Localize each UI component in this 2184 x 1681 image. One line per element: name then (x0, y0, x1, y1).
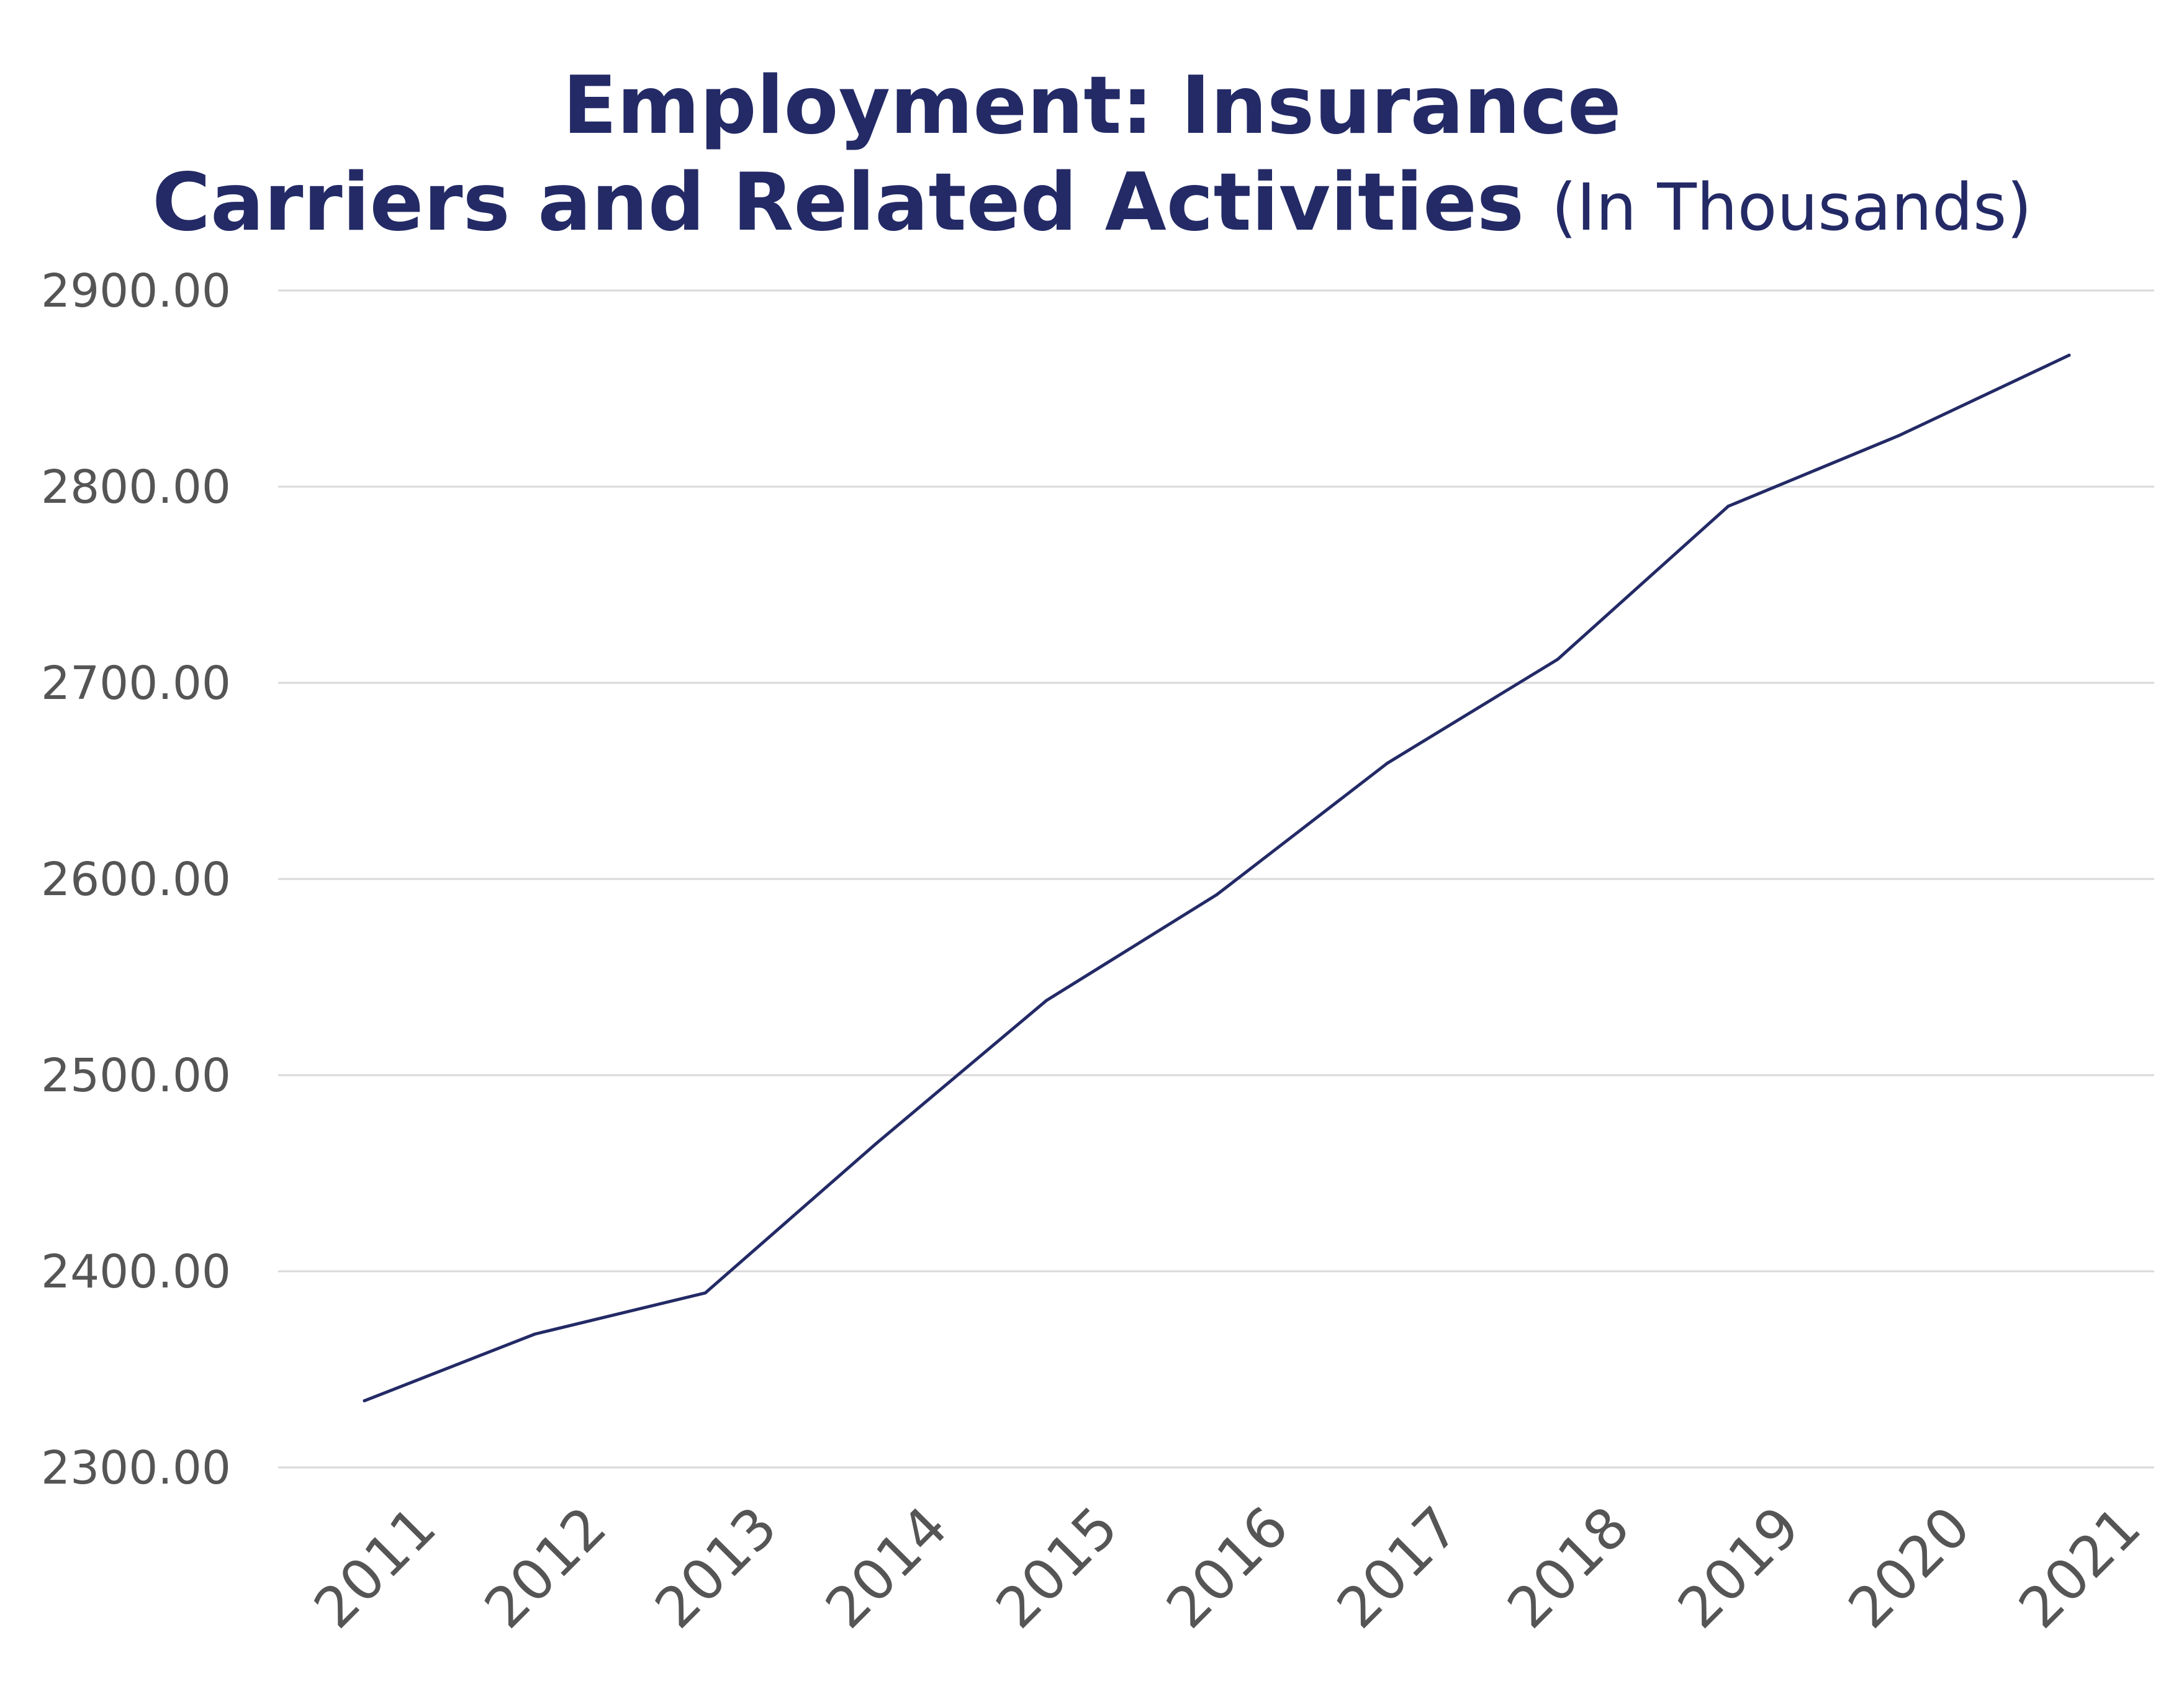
chart-title-main: Carriers and Related Activities (152, 156, 1524, 249)
series (363, 353, 2071, 1403)
data-point-2014 (874, 1142, 878, 1146)
x-tick-label-2011: 2011 (302, 1494, 448, 1641)
y-tick-label-4: 2700.00 (41, 657, 231, 710)
chart-title-line1: Employment: Insurance (562, 60, 1621, 152)
x-tick-label-2016: 2016 (1154, 1494, 1301, 1641)
data-point-2012 (533, 1332, 537, 1336)
y-axis-ticks: 2300.00 2400.00 2500.00 2600.00 2700.00 2800.… (41, 264, 231, 1495)
x-tick-label-2017: 2017 (1325, 1494, 1471, 1641)
x-tick-label-2015: 2015 (984, 1494, 1130, 1641)
y-tick-label-2: 2500.00 (41, 1049, 231, 1102)
x-tick-label-2012: 2012 (472, 1494, 619, 1641)
data-point-2020 (1897, 434, 1900, 438)
y-tick-label-5: 2800.00 (41, 461, 231, 514)
x-tick-label-2014: 2014 (813, 1494, 960, 1641)
data-point-2015 (1044, 999, 1048, 1003)
series-line-0 (363, 353, 2071, 1403)
x-tick-label-2021: 2021 (2006, 1494, 2153, 1641)
data-point-2017 (1386, 762, 1389, 765)
chart-title-unit: (In Thousands) (1551, 169, 2032, 245)
gridlines (278, 289, 2154, 1469)
chart-title-line2: Carriers and Related Activities (In Thou… (152, 156, 2032, 249)
y-tick-label-0: 2300.00 (41, 1441, 231, 1495)
data-point-2011 (363, 1399, 366, 1403)
data-point-2016 (1215, 893, 1219, 896)
x-tick-label-2020: 2020 (1836, 1494, 1983, 1641)
data-point-2018 (1556, 657, 1559, 661)
data-point-2019 (1726, 505, 1730, 508)
data-point-2021 (2067, 353, 2071, 357)
y-tick-label-1: 2400.00 (41, 1245, 231, 1299)
y-tick-label-6: 2900.00 (41, 264, 231, 318)
x-tick-label-2019: 2019 (1666, 1494, 1812, 1641)
x-tick-label-2013: 2013 (643, 1494, 790, 1641)
data-point-2013 (703, 1291, 707, 1295)
x-axis-ticks: 2011 2012 2013 2014 2015 2016 2017 2018 2019 2020… (302, 1494, 2153, 1641)
x-tick-label-2018: 2018 (1496, 1494, 1642, 1641)
y-tick-label-3: 2600.00 (41, 853, 231, 906)
